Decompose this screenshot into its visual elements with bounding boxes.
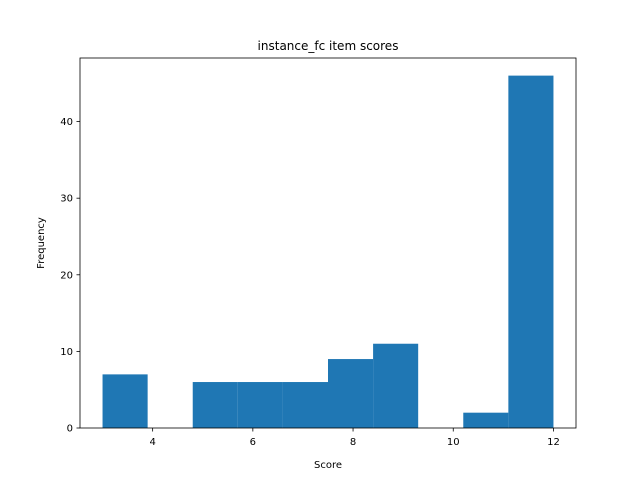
x-tick-label: 4	[149, 437, 155, 448]
chart-title: instance_fc item scores	[258, 39, 399, 53]
y-axis-label: Frequency	[36, 217, 47, 269]
histogram-bar-3	[192, 382, 238, 428]
y-ticks: 0 10 20 30 40	[60, 117, 80, 435]
histogram-bar-10	[508, 75, 554, 428]
plot-frame	[79, 57, 577, 429]
histogram-bar-4	[237, 382, 283, 428]
y-tick-label: 40	[60, 117, 73, 128]
x-ticks: 4 6 8 10 12	[149, 428, 560, 448]
x-tick-label: 10	[447, 437, 460, 448]
y-tick-label: 20	[60, 270, 73, 281]
histogram-bar-5	[282, 382, 328, 428]
histogram-bar-7	[373, 343, 419, 428]
histogram-bar-9	[463, 412, 509, 428]
bars-layer	[102, 75, 554, 428]
x-axis-label: Score	[314, 460, 342, 471]
y-tick-label: 30	[60, 194, 73, 205]
histogram-bar-1	[102, 374, 148, 428]
x-tick-label: 6	[250, 437, 256, 448]
y-tick-label: 0	[67, 424, 73, 435]
x-tick-label: 8	[350, 437, 356, 448]
x-tick-label: 12	[547, 437, 560, 448]
y-tick-label: 10	[60, 347, 73, 358]
histogram-bar-6	[328, 359, 374, 428]
